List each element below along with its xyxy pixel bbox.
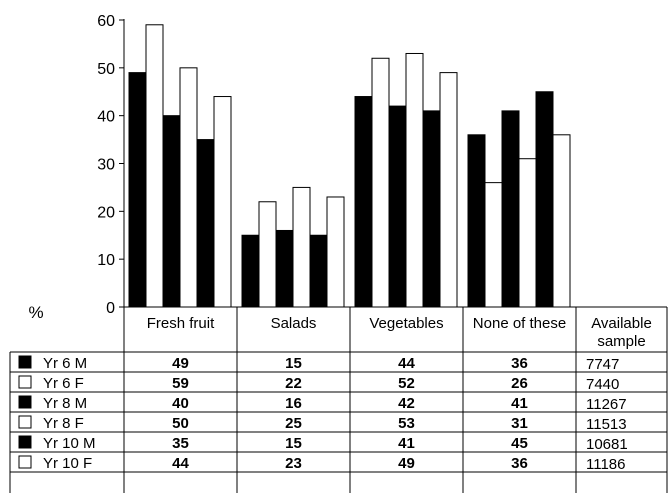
y-axis: 0 10 20 30 40 50 60 xyxy=(97,13,125,317)
sample-header: sample xyxy=(597,333,645,350)
data-cell: 53 xyxy=(398,415,415,432)
data-cell: 49 xyxy=(398,455,415,472)
data-cell: 50 xyxy=(172,415,189,432)
legend-swatch xyxy=(18,415,32,429)
bar xyxy=(501,110,520,308)
data-cell: 23 xyxy=(285,455,302,472)
bar xyxy=(213,96,232,308)
bar xyxy=(241,234,260,308)
data-cell: 49 xyxy=(172,355,189,372)
data-cell: 44 xyxy=(172,455,189,472)
table-grid xyxy=(9,306,668,493)
y-tick-label: 10 xyxy=(97,252,115,269)
bar xyxy=(196,139,215,308)
data-cell: 35 xyxy=(172,435,189,452)
category-header: Salads xyxy=(271,315,317,332)
bar xyxy=(552,134,571,308)
bar xyxy=(422,110,441,308)
bar xyxy=(535,91,554,308)
bar xyxy=(258,201,277,308)
data-cell: 16 xyxy=(285,395,302,412)
y-tick-label: 50 xyxy=(97,61,115,78)
y-tick-label: 40 xyxy=(97,109,115,126)
data-cell: 44 xyxy=(398,355,415,372)
row-label: Yr 8 F xyxy=(43,415,84,432)
sample-cell: 11267 xyxy=(586,396,627,413)
sample-cell: 11513 xyxy=(586,416,627,433)
bar xyxy=(388,105,407,308)
sample-cell: 7440 xyxy=(586,376,619,393)
data-cell: 42 xyxy=(398,395,415,412)
data-cell: 26 xyxy=(511,375,528,392)
bar xyxy=(354,96,373,308)
bar xyxy=(145,24,164,308)
category-header: Fresh fruit xyxy=(147,315,215,332)
data-cell: 15 xyxy=(285,435,302,452)
row-label: Yr 10 M xyxy=(43,435,96,452)
bar xyxy=(484,182,503,308)
data-cell: 36 xyxy=(511,455,528,472)
bar xyxy=(439,72,458,308)
bar xyxy=(467,134,486,308)
row-label: Yr 10 F xyxy=(43,455,92,472)
table-header: Fresh fruit Salads Vegetables None of these… xyxy=(147,315,652,350)
legend-swatch xyxy=(18,435,32,449)
y-tick-label: 20 xyxy=(97,204,115,221)
data-cell: 41 xyxy=(398,435,415,452)
bar xyxy=(326,196,345,308)
bar xyxy=(518,158,537,308)
category-header: None of these xyxy=(473,315,566,332)
sample-cell: 11186 xyxy=(586,456,626,473)
legend-swatch xyxy=(18,395,32,409)
y-tick-label: 0 xyxy=(106,300,115,317)
row-label: Yr 6 M xyxy=(43,355,87,372)
data-cell: 45 xyxy=(511,435,528,452)
bar xyxy=(405,52,424,308)
data-cell: 40 xyxy=(172,395,189,412)
y-axis-label: % xyxy=(28,303,43,322)
legend-swatch xyxy=(18,355,32,369)
bar xyxy=(371,57,390,308)
data-cell: 36 xyxy=(511,355,528,372)
bar xyxy=(162,115,181,308)
table-rows: Yr 6 M 49 15 44 36 7747 Yr 6 F 59 22 52 26 7440 Yr 8… xyxy=(18,355,628,473)
bars xyxy=(128,24,571,308)
data-cell: 25 xyxy=(285,415,302,432)
bar xyxy=(275,229,294,308)
y-tick-label: 30 xyxy=(97,157,115,174)
data-cell: 31 xyxy=(511,415,528,432)
sample-cell: 7747 xyxy=(586,356,619,373)
bar xyxy=(292,186,311,308)
bar xyxy=(128,72,147,308)
row-label: Yr 6 F xyxy=(43,375,84,392)
legend-swatch xyxy=(18,375,32,389)
data-cell: 52 xyxy=(398,375,415,392)
bar xyxy=(309,234,328,308)
sample-cell: 10681 xyxy=(586,436,628,453)
legend-swatch xyxy=(18,455,32,469)
bar xyxy=(179,67,198,308)
data-cell: 41 xyxy=(511,395,528,412)
y-tick-label: 60 xyxy=(97,13,115,30)
row-label: Yr 8 M xyxy=(43,395,87,412)
data-cell: 22 xyxy=(285,375,302,392)
category-header: Vegetables xyxy=(369,315,443,332)
sample-header: Available xyxy=(591,315,652,332)
data-cell: 15 xyxy=(285,355,302,372)
data-cell: 59 xyxy=(172,375,189,392)
